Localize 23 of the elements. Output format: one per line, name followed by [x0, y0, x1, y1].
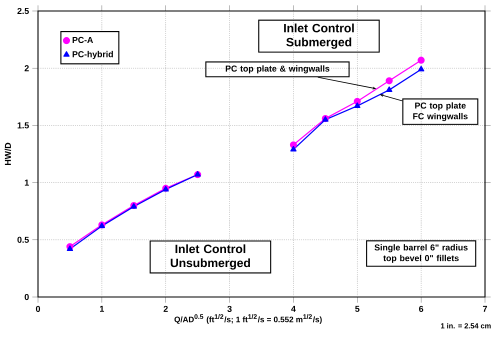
y-tick-label: 2.5 — [17, 8, 29, 14]
legend-label: PC-hybrid — [72, 50, 113, 59]
x-tick-label: 4 — [291, 306, 296, 312]
y-tick-label: 0.5 — [17, 236, 29, 243]
y-tick-label: 0 — [24, 294, 29, 300]
y-tick-label: 2 — [24, 65, 29, 72]
x-tick-label: 1 — [100, 306, 104, 312]
y-tick-label: 1.5 — [18, 122, 29, 128]
text: Q/AD$^{0.5}$ (ft$^{1/2}$/s; 1 ft$^{1/2}$/s = 0.552 m$^{1/2}$/s) — [174, 314, 322, 324]
x-tick-label: 7 — [482, 306, 488, 312]
annotation: Single barrel 6" radius top bevel 0" fillets — [374, 244, 468, 263]
x-tick-label: 5 — [355, 306, 360, 312]
legend-label: PC-A — [72, 36, 94, 44]
y-axis-title: HW/D — [4, 142, 12, 165]
x-tick-label: 6 — [419, 306, 424, 312]
x-tick-label: 0 — [36, 306, 40, 312]
y-tick-label: 1 — [24, 180, 29, 186]
x-tick-label: 3 — [227, 306, 232, 312]
annotation: PC top plate & wingwalls — [226, 65, 330, 74]
annotation: Inlet Control Unsubmerged — [170, 244, 250, 270]
annotation: Inlet Control Submerged — [284, 24, 354, 49]
x-tick-label: 2 — [164, 306, 168, 312]
annotation: PC top plate FC wingwalls — [413, 102, 468, 122]
